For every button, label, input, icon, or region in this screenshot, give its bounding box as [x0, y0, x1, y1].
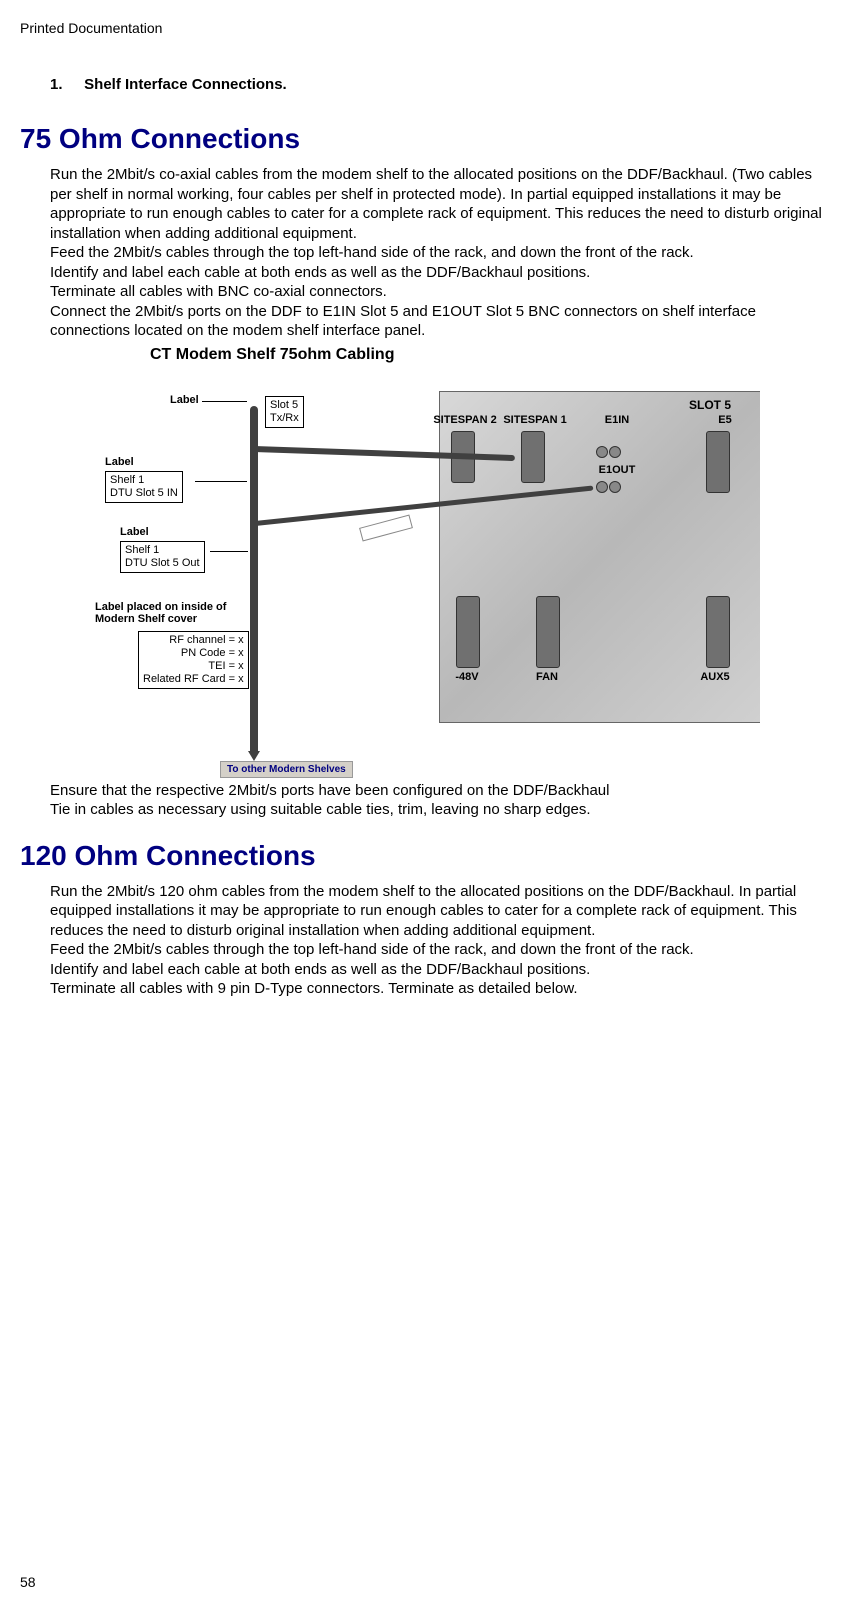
- paragraph: Identify and label each cable at both en…: [50, 960, 829, 980]
- paragraph: Run the 2Mbit/s 120 ohm cables from the …: [50, 882, 829, 941]
- list-text: Shelf Interface Connections.: [84, 76, 287, 93]
- paragraph: Tie in cables as necessary using suitabl…: [50, 800, 829, 820]
- page-number: 58: [20, 1574, 36, 1590]
- paragraph: Run the 2Mbit/s co-axial cables from the…: [50, 165, 829, 243]
- paragraph: Feed the 2Mbit/s cables through the top …: [50, 243, 829, 263]
- slot5-txrx-label: Slot 5 Tx/Rx: [265, 396, 304, 428]
- aux5-label: AUX5: [680, 671, 750, 683]
- paragraph: Identify and label each cable at both en…: [50, 263, 829, 283]
- arrow-line: [195, 481, 247, 482]
- shelf1-out-label: Shelf 1 DTU Slot 5 Out: [120, 541, 205, 573]
- arrow-line: [202, 401, 247, 402]
- document-header: Printed Documentation: [20, 20, 829, 36]
- paragraph: Terminate all cables with BNC co-axial c…: [50, 282, 829, 302]
- diagram-title: CT Modem Shelf 75ohm Cabling: [150, 346, 394, 364]
- section-heading-120ohm: 120 Ohm Connections: [20, 840, 829, 872]
- cable-splice: [359, 514, 413, 541]
- e5-label: E5: [700, 414, 750, 426]
- cover-label-body: RF channel = x PN Code = x TEI = x Relat…: [138, 631, 249, 690]
- arrow-line: [210, 551, 248, 552]
- fan-label: FAN: [512, 671, 582, 683]
- label-word-3: Label: [120, 526, 149, 538]
- list-number: 1.: [50, 76, 80, 93]
- sitespan2-label: SITESPAN 2: [430, 414, 500, 426]
- slot5-label: SLOT 5: [675, 398, 745, 412]
- neg48v-connector: [456, 596, 480, 668]
- to-other-shelves-label: To other Modern Shelves: [220, 761, 353, 778]
- label-word-1: Label: [170, 394, 199, 406]
- shelf1-in-label: Shelf 1 DTU Slot 5 IN: [105, 471, 183, 503]
- sitespan1-connector: [521, 431, 545, 483]
- arrow-down-icon: [248, 751, 260, 761]
- sitespan1-label: SITESPAN 1: [500, 414, 570, 426]
- e1in-bnc: [596, 446, 620, 458]
- aux5-connector: [706, 596, 730, 668]
- section-heading-75ohm: 75 Ohm Connections: [20, 123, 829, 155]
- document-page: Printed Documentation 1. Shelf Interface…: [0, 0, 859, 1600]
- e1out-label: E1OUT: [592, 464, 642, 476]
- paragraph: Feed the 2Mbit/s cables through the top …: [50, 940, 829, 960]
- paragraph: Terminate all cables with 9 pin D-Type c…: [50, 979, 829, 999]
- e1in-label: E1IN: [592, 414, 642, 426]
- cover-label-title: Label placed on inside of Modern Shelf c…: [95, 601, 226, 625]
- neg48v-label: -48V: [432, 671, 502, 683]
- e5-connector: [706, 431, 730, 493]
- e1out-bnc: [596, 481, 620, 493]
- paragraph: Connect the 2Mbit/s ports on the DDF to …: [50, 302, 829, 341]
- cabling-diagram: CT Modem Shelf 75ohm Cabling SLOT 5 SITE…: [120, 346, 829, 776]
- fan-connector: [536, 596, 560, 668]
- cable-vertical: [250, 406, 258, 756]
- label-word-2: Label: [105, 456, 134, 468]
- numbered-list-item: 1. Shelf Interface Connections.: [50, 76, 829, 93]
- paragraph: Ensure that the respective 2Mbit/s ports…: [50, 781, 829, 801]
